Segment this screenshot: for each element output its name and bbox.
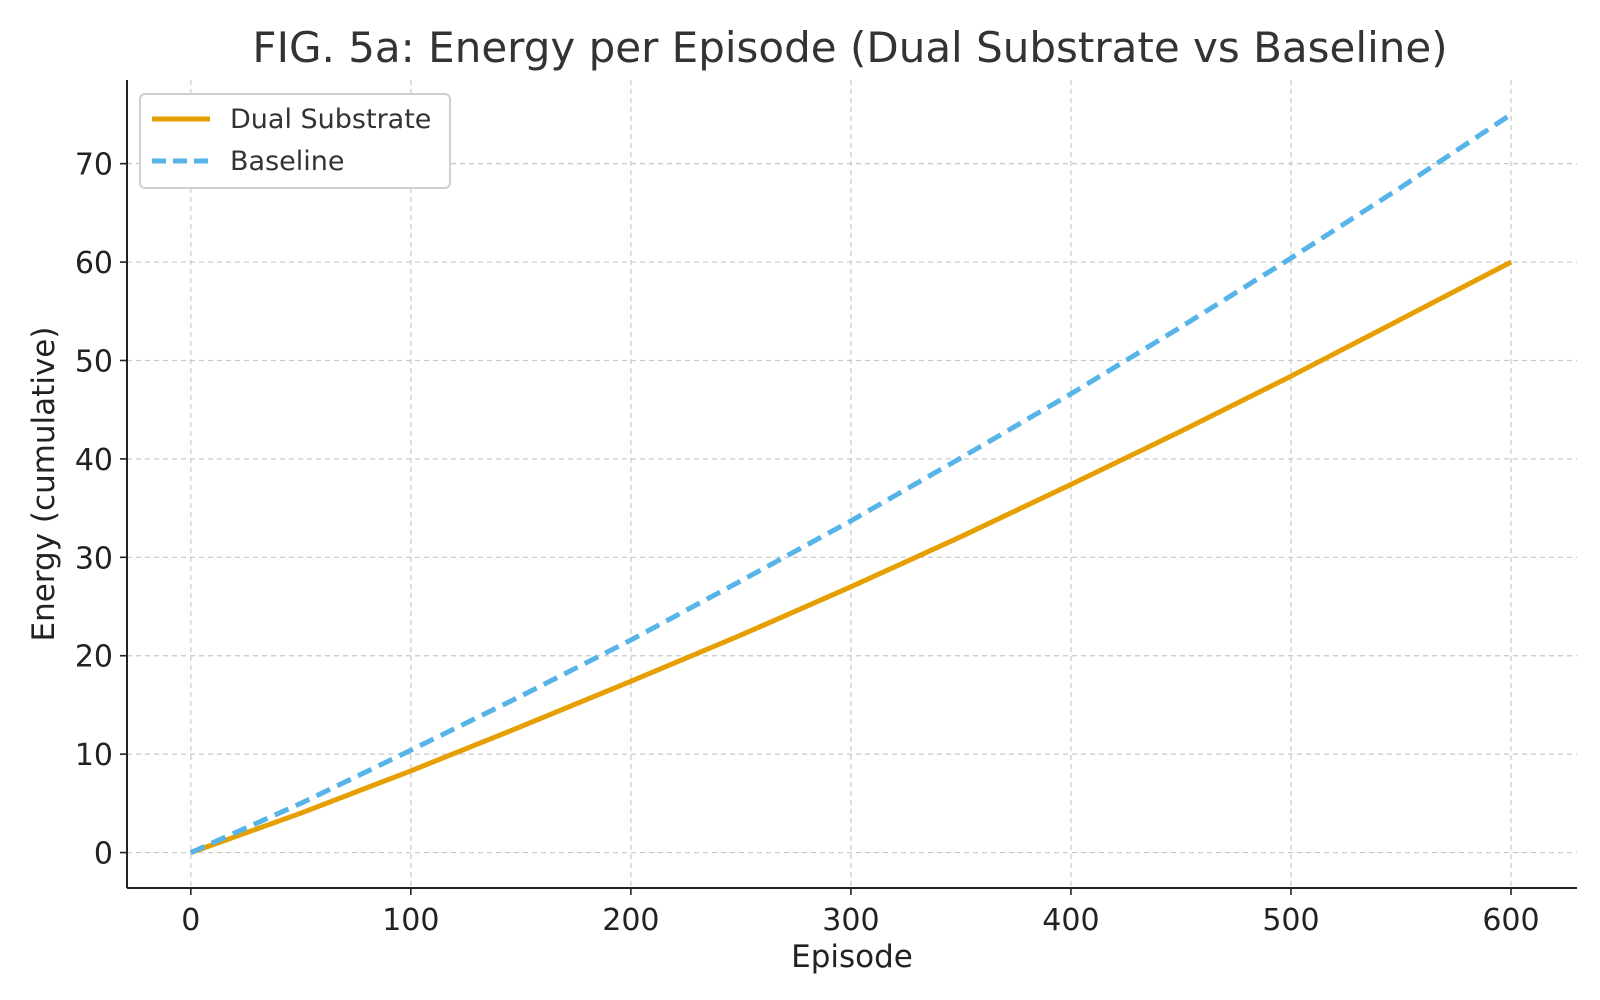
y-tick-label: 20 <box>75 640 113 675</box>
y-tick-label: 10 <box>75 738 113 773</box>
y-tick-label: 50 <box>75 344 113 379</box>
y-tick-label: 70 <box>75 148 113 183</box>
x-tick-label: 600 <box>1482 903 1539 938</box>
x-tick-label: 200 <box>602 903 659 938</box>
x-axis-ticks: 0 100 200 300 400 500 600 <box>181 888 1540 938</box>
y-tick-label: 40 <box>75 443 113 478</box>
y-tick-label: 60 <box>75 246 113 281</box>
x-tick-label: 500 <box>1262 903 1319 938</box>
y-tick-label: 30 <box>75 541 113 576</box>
series-line-baseline <box>189 112 1513 855</box>
y-tick-label: 0 <box>94 837 113 872</box>
series-line-dual-substrate <box>189 259 1513 855</box>
grid <box>127 80 1577 888</box>
legend-box <box>139 93 451 189</box>
x-tick-label: 100 <box>382 903 439 938</box>
y-axis-label: Energy (cumulative) <box>26 327 62 642</box>
x-tick-label: 0 <box>181 903 200 938</box>
chart-title: FIG. 5a: Energy per Episode (Dual Substr… <box>252 23 1447 72</box>
x-tick-label: 400 <box>1042 903 1099 938</box>
x-axis-label: Episode <box>791 939 913 975</box>
legend-label-baseline: Baseline <box>230 146 344 177</box>
y-axis-ticks: 0 10 20 30 40 50 60 70 <box>75 148 127 872</box>
legend-label-dual-substrate: Dual Substrate <box>230 104 431 135</box>
series-lines <box>189 112 1513 855</box>
x-tick-label: 300 <box>822 903 879 938</box>
axes <box>126 80 1577 889</box>
legend: Dual Substrate Baseline <box>139 93 451 189</box>
